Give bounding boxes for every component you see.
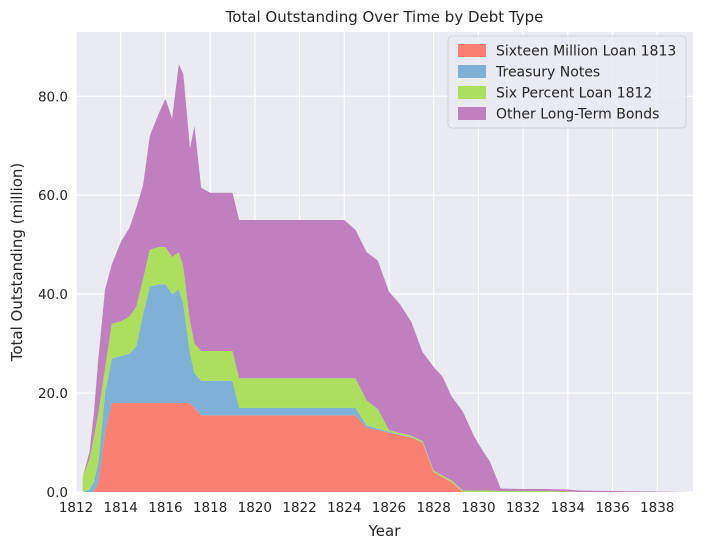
x-tick-label-2: 1816 — [148, 500, 182, 516]
legend-box — [447, 35, 687, 129]
x-tick-label-9: 1830 — [461, 500, 495, 516]
x-tick-label-12: 1836 — [595, 500, 629, 516]
y-tick-label-3: 60.0 — [38, 188, 68, 204]
legend-swatch-0 — [458, 44, 486, 57]
x-tick-label-7: 1826 — [372, 500, 406, 516]
x-tick-label-3: 1818 — [193, 500, 227, 516]
x-axis-title: Year — [368, 522, 402, 540]
legend-label-1: Treasury Notes — [495, 65, 600, 81]
x-tick-label-6: 1824 — [327, 500, 361, 516]
area-treasury-notes — [82, 284, 691, 492]
x-tick-label-11: 1834 — [551, 500, 585, 516]
x-tick-label-5: 1822 — [282, 500, 316, 516]
legend-label-0: Sixteen Million Loan 1813 — [496, 44, 676, 60]
y-tick-label-1: 20.0 — [38, 386, 68, 402]
x-tick-labels: 1812 1814 1816 1818 1820 1822 1824 1826 1828 1830… — [59, 500, 675, 516]
x-tick-label-4: 1820 — [238, 500, 272, 516]
legend-label-2: Six Percent Loan 1812 — [496, 86, 652, 102]
y-tick-label-2: 40.0 — [38, 287, 68, 303]
area-sixteen-million-loan-1813 — [82, 402, 691, 492]
x-tick-label-10: 1832 — [506, 500, 540, 516]
area-six-percent-loan-1812 — [82, 247, 691, 492]
legend-swatch-2 — [458, 86, 486, 99]
y-axis-title: Total Outstanding (million) — [8, 163, 26, 363]
area-series — [82, 64, 691, 492]
legend-swatch-1 — [458, 65, 486, 78]
x-tick-label-1: 1814 — [104, 500, 138, 516]
y-tick-labels: 0.0 20.0 40.0 60.0 80.0 — [38, 89, 68, 501]
chart-title: Total Outstanding Over Time by Debt Type — [225, 8, 544, 26]
y-tick-label-0: 0.0 — [47, 485, 68, 501]
y-tick-label-4: 80.0 — [38, 89, 68, 105]
area-other-long-term-bonds — [82, 64, 691, 492]
x-tick-label-13: 1838 — [640, 500, 674, 516]
x-tick-label-0: 1812 — [59, 500, 93, 516]
x-tick-label-8: 1828 — [417, 500, 451, 516]
legend: Sixteen Million Loan 1813 Treasury Notes S… — [447, 35, 687, 129]
legend-label-3: Other Long-Term Bonds — [496, 107, 659, 123]
legend-swatch-3 — [458, 107, 486, 120]
